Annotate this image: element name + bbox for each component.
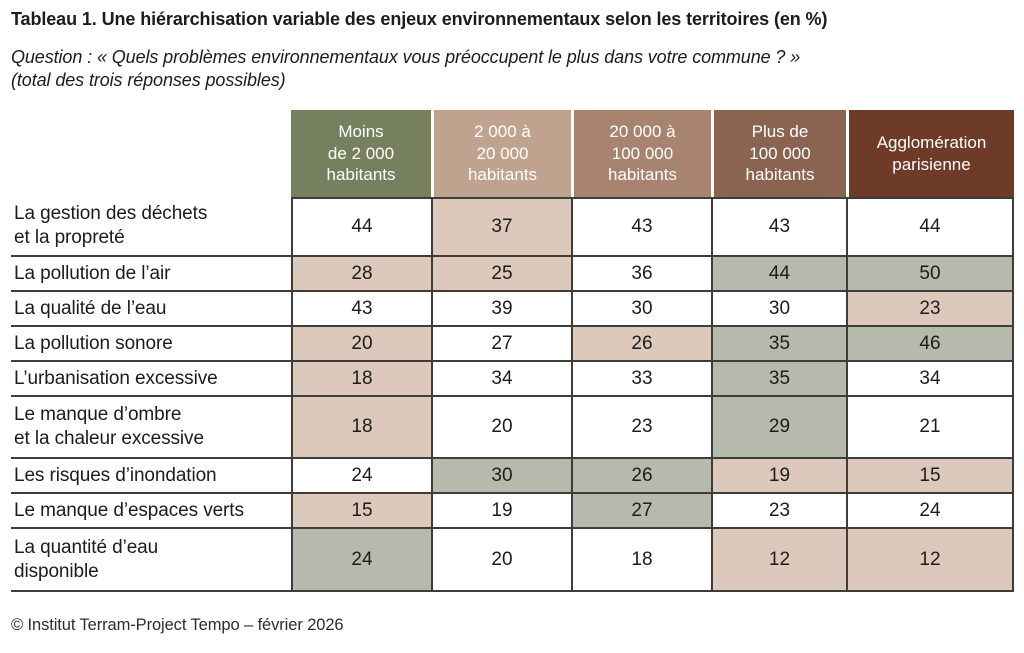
row-label: La qualité de l’eau [11,292,291,327]
table-row: La qualité de l’eau 43 39 30 30 23 [11,292,1014,327]
value-cell: 27 [571,494,711,529]
value-cell: 15 [291,494,431,529]
value-cell: 12 [711,529,846,592]
table-row: La quantité d’eau disponible 24 20 18 12 12 [11,529,1014,592]
table-row: L’urbanisation excessive 18 34 33 35 34 [11,362,1014,397]
row-label: Le manque d’ombre et la chaleur excessiv… [11,397,291,459]
value-cell: 25 [431,257,571,292]
table-number: Tableau 1. [11,9,97,29]
question-label: Question : [11,46,97,67]
column-header-5: Agglomération parisienne [846,110,1014,197]
row-label: L’urbanisation excessive [11,362,291,397]
value-cell: 30 [711,292,846,327]
row-label: La pollution de l’air [11,257,291,292]
value-cell: 50 [846,257,1014,292]
value-cell: 43 [711,197,846,257]
table-row: La pollution de l’air 28 25 36 44 50 [11,257,1014,292]
page-title: Tableau 1. Une hiérarchisation variable … [11,8,1014,31]
value-cell: 23 [571,397,711,459]
value-cell: 44 [711,257,846,292]
value-cell: 26 [571,327,711,362]
value-cell: 30 [431,459,571,494]
value-cell: 24 [846,494,1014,529]
value-cell: 30 [571,292,711,327]
table-row: Le manque d’ombre et la chaleur excessiv… [11,397,1014,459]
value-cell: 35 [711,362,846,397]
table-row: Le manque d’espaces verts 15 19 27 23 24 [11,494,1014,529]
value-cell: 24 [291,529,431,592]
value-cell: 36 [571,257,711,292]
table-row: La gestion des déchets et la propreté 44 3… [11,197,1014,257]
row-label: La gestion des déchets et la propreté [11,197,291,257]
value-cell: 20 [291,327,431,362]
value-cell: 23 [846,292,1014,327]
value-cell: 18 [571,529,711,592]
value-cell: 21 [846,397,1014,459]
column-header-row: Moins de 2 000 habitants 2 000 à 20 000 habit… [11,110,1014,197]
value-cell: 26 [571,459,711,494]
table-figure: Tableau 1. Une hiérarchisation variable … [11,8,1014,634]
row-label: La quantité d’eau disponible [11,529,291,592]
value-cell: 20 [431,397,571,459]
value-cell: 33 [571,362,711,397]
table-title-text: Une hiérarchisation variable des enjeux … [96,9,828,29]
value-cell: 23 [711,494,846,529]
data-table: Moins de 2 000 habitants 2 000 à 20 000 habit… [11,110,1014,592]
value-cell: 19 [711,459,846,494]
column-header-1: Moins de 2 000 habitants [291,110,431,197]
column-header-4: Plus de 100 000 habitants [711,110,846,197]
source-credit: © Institut Terram-Project Tempo – févrie… [11,616,344,634]
value-cell: 44 [291,197,431,257]
table-row: Les risques d’inondation 24 30 26 19 15 [11,459,1014,494]
column-header-2: 2 000 à 20 000 habitants [431,110,571,197]
value-cell: 34 [846,362,1014,397]
column-header-3: 20 000 à 100 000 habitants [571,110,711,197]
question-quote: « Quels problèmes environnementaux vous … [96,46,801,67]
value-cell: 35 [711,327,846,362]
corner-cell [11,110,291,197]
value-cell: 12 [846,529,1014,592]
table-row: La pollution sonore 20 27 26 35 46 [11,327,1014,362]
value-cell: 39 [431,292,571,327]
question-note: (total des trois réponses possibles) [11,70,286,91]
survey-question: Question : « Quels problèmes environneme… [11,46,1014,94]
survey-question-line: Question : « Quels problèmes environneme… [11,46,1014,70]
row-label: Les risques d’inondation [11,459,291,494]
value-cell: 24 [291,459,431,494]
value-cell: 46 [846,327,1014,362]
value-cell: 28 [291,257,431,292]
value-cell: 29 [711,397,846,459]
value-cell: 18 [291,397,431,459]
value-cell: 44 [846,197,1014,257]
row-label: Le manque d’espaces verts [11,494,291,529]
value-cell: 34 [431,362,571,397]
row-label: La pollution sonore [11,327,291,362]
value-cell: 18 [291,362,431,397]
value-cell: 27 [431,327,571,362]
value-cell: 19 [431,494,571,529]
value-cell: 15 [846,459,1014,494]
value-cell: 43 [291,292,431,327]
value-cell: 43 [571,197,711,257]
value-cell: 20 [431,529,571,592]
value-cell: 37 [431,197,571,257]
